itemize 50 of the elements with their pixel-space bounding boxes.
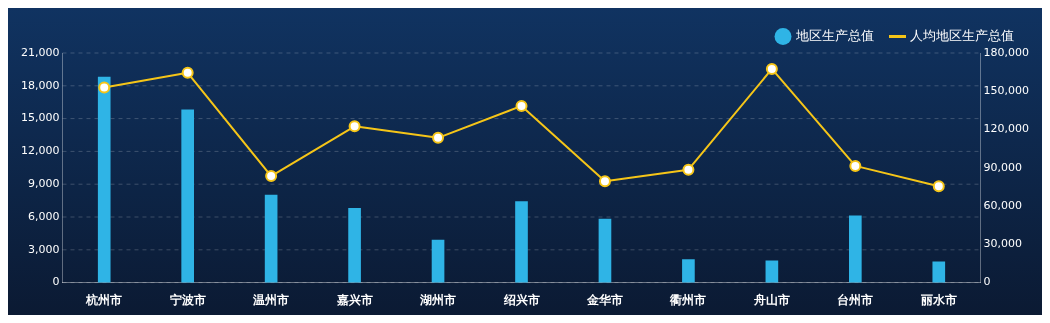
y-tick-label: 9,000: [27, 177, 60, 191]
point: [682, 163, 695, 176]
x-tick-label: 宁波市: [169, 292, 206, 307]
legend-label: 地区生产总值: [794, 27, 874, 43]
y-tick-label: 21,000: [20, 45, 60, 59]
x-tick-label: 嘉兴市: [336, 292, 373, 307]
x-tick-label: 温州市: [252, 292, 290, 307]
bar: [765, 260, 779, 283]
bar: [849, 215, 862, 283]
y-tick-label: 0: [52, 275, 60, 289]
bar: [181, 109, 194, 283]
y2-tick-label: 180,000: [983, 45, 1030, 59]
y2-tick-label: 120,000: [983, 122, 1030, 136]
point: [181, 66, 194, 79]
bar: [431, 239, 445, 283]
point: [849, 159, 862, 172]
bar: [598, 218, 612, 283]
y2-tick-label: 60,000: [983, 198, 1023, 212]
point: [432, 131, 445, 144]
y2-tick-label: 150,000: [983, 84, 1030, 98]
bar: [932, 261, 946, 283]
x-tick-label: 衢州市: [669, 292, 707, 307]
y-tick-label: 12,000: [20, 144, 60, 158]
x-tick-label: 金华市: [585, 292, 623, 307]
point: [932, 180, 945, 193]
bar: [515, 201, 528, 283]
point: [348, 120, 361, 133]
legend-label: 人均地区生产总值: [910, 27, 1014, 43]
bar: [682, 259, 695, 283]
bar: [264, 194, 278, 283]
y-tick-label: 15,000: [20, 111, 60, 125]
y-tick-label: 6,000: [27, 209, 60, 223]
x-tick-label: 丽水市: [919, 292, 957, 307]
x-tick-label: 湖州市: [419, 292, 457, 307]
y2-tick-label: 30,000: [983, 237, 1023, 251]
x-tick-label: 舟山市: [752, 292, 790, 307]
point: [598, 175, 611, 188]
y2-tick-label: 0: [983, 275, 991, 289]
y2-tick-label: 90,000: [983, 160, 1023, 174]
bar: [348, 207, 361, 283]
y-tick-label: 3,000: [27, 242, 60, 256]
y-tick-label: 18,000: [20, 78, 60, 92]
x-tick-label: 台州市: [837, 292, 874, 307]
x-tick-label: 杭州市: [85, 292, 123, 307]
point: [765, 62, 778, 75]
x-tick-label: 绍兴市: [502, 292, 540, 307]
bar: [97, 76, 111, 283]
point: [98, 81, 111, 94]
point: [265, 170, 278, 183]
point: [515, 99, 528, 112]
